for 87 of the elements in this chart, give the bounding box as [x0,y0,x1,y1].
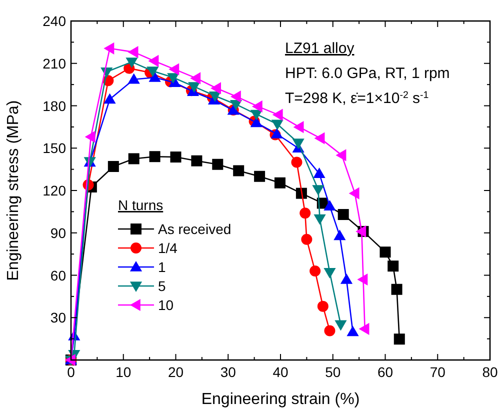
point [190,72,201,84]
point [340,273,353,284]
x-tick-label: 40 [272,364,288,380]
point [391,284,402,295]
point [313,168,326,178]
point [324,268,336,278]
y-tick-label: 240 [42,13,66,29]
point [250,110,262,120]
point [317,300,328,312]
point [210,82,222,94]
point [146,66,159,78]
point [128,153,140,164]
point [324,200,336,210]
y-axis-title: Engineering stress (MPa) [5,100,22,281]
x-tick-label: 30 [220,364,236,380]
legend-label: 1 [158,259,166,275]
y-tick-label: 120 [42,182,66,198]
point [358,322,370,335]
point [394,334,405,345]
annotation: T=298 K, ε̇=1×10$^{-2}$ s$^{-1}$ [285,90,429,107]
x-tick-label: 70 [430,364,446,380]
x-tick-label: 60 [377,364,394,380]
point [301,234,312,245]
point [324,325,336,336]
point [300,208,311,219]
point [104,42,114,54]
point [314,132,325,144]
point [388,260,399,272]
point [334,320,347,331]
point [252,100,262,113]
point [233,165,244,176]
point [250,116,262,128]
point [312,185,324,196]
y-tick-label: 150 [42,140,66,156]
x-tick-label: 20 [168,364,184,380]
point [272,108,283,121]
x-tick-label: 50 [325,364,341,380]
point [128,73,140,84]
point [356,225,366,238]
point [334,230,346,240]
point [291,156,302,168]
point [293,121,304,134]
annotation: HPT: 6.0 GPa, RT, 1 rpm [285,65,450,82]
legend-title: N turns [118,197,164,213]
x-tick-label: 10 [116,364,132,380]
point [170,152,182,163]
point [208,91,222,102]
x-tick-label: 0 [67,364,76,380]
y-tick-label: 30 [50,310,66,326]
point [128,46,138,58]
point [149,151,160,162]
point [168,63,180,76]
point [84,130,96,143]
legend-label: 10 [158,297,174,313]
legend-label: 5 [158,278,166,294]
point [104,93,116,104]
legend-label: As received [158,221,232,237]
point [230,90,241,103]
point [254,170,266,182]
y-tick-label: 90 [50,224,66,241]
point [188,82,200,93]
y-tick-label: 210 [42,55,66,72]
point [191,155,202,166]
point [336,149,346,162]
point [310,266,321,277]
x-axis-title: Engineering strain (%) [201,391,360,408]
point [230,100,242,110]
point [108,160,119,172]
point [348,187,360,200]
point [357,273,368,286]
point [274,177,286,188]
point [126,58,138,68]
point [346,326,359,336]
point [292,138,304,150]
point [212,158,224,170]
y-tick-label: 180 [42,98,66,114]
point [167,73,180,84]
point [338,209,349,220]
annotation: LZ91 alloy [285,40,355,57]
point [271,120,284,130]
point [380,246,391,258]
point [148,71,161,82]
point [148,54,159,68]
point [314,214,326,225]
x-tick-label: 80 [482,364,498,380]
y-tick-label: 60 [50,267,66,284]
legend-label: 1/4 [158,240,178,256]
